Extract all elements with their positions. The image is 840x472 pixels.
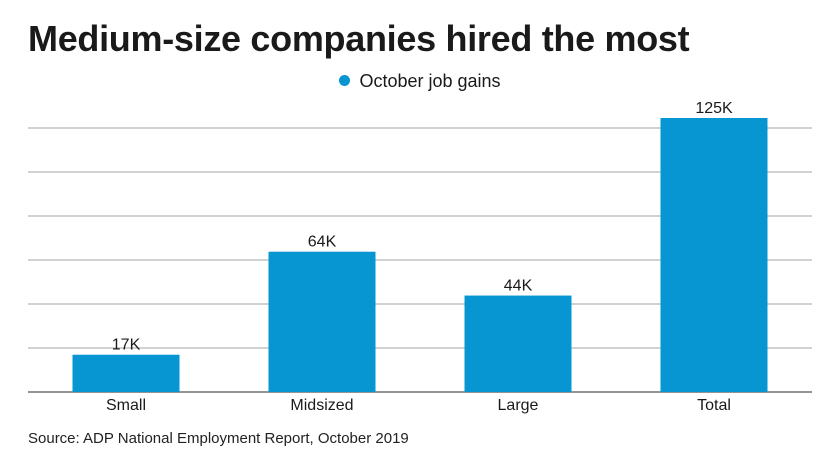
legend-label: October job gains	[359, 71, 501, 91]
legend: October job gains	[0, 71, 840, 92]
bar-midsized	[268, 251, 376, 392]
data-label: 17K	[112, 337, 141, 354]
chart-title: Medium-size companies hired the most	[28, 18, 690, 59]
data-label: 44K	[504, 278, 533, 295]
bar-total	[660, 118, 768, 392]
data-label: 64K	[308, 234, 337, 251]
x-tick-label: Total	[697, 397, 731, 414]
bar-large	[464, 295, 572, 392]
x-tick-label: Large	[498, 397, 539, 414]
x-tick-label: Midsized	[290, 397, 353, 414]
bar-small	[72, 354, 180, 392]
legend-marker	[339, 75, 351, 86]
source-note: Source: ADP National Employment Report, …	[28, 430, 409, 447]
x-tick-label: Small	[106, 397, 146, 414]
data-label: 125K	[695, 100, 733, 117]
